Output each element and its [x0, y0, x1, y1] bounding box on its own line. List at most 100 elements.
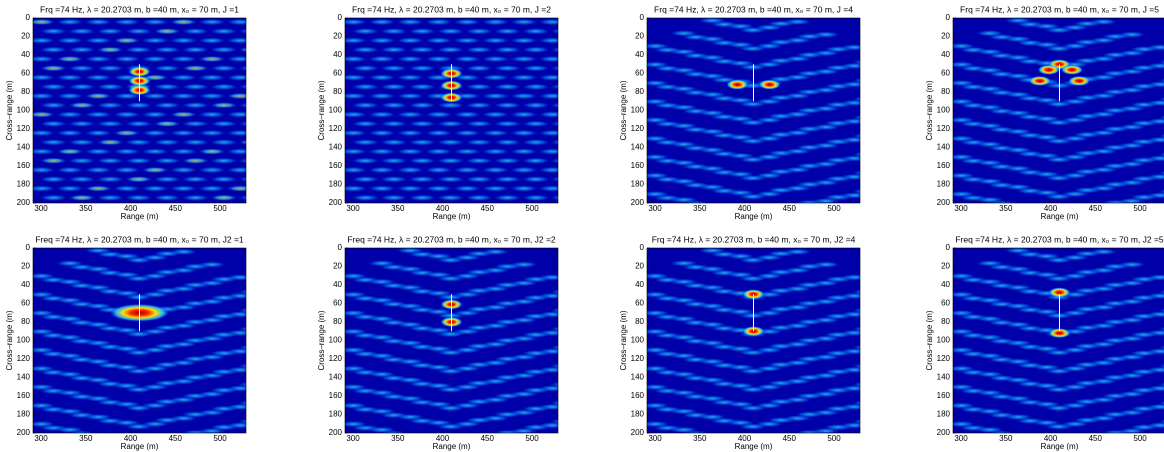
y-tick-label: 100 [17, 336, 31, 345]
y-tick-label: 0 [640, 13, 645, 22]
fringe [396, 185, 425, 192]
fringe [197, 18, 226, 26]
fringe [238, 46, 246, 53]
x-tick-label: 500 [1133, 204, 1147, 213]
fringe [351, 157, 380, 164]
fringe [436, 367, 465, 375]
fringe [509, 74, 538, 81]
fringe [1044, 174, 1073, 182]
fringe [1044, 423, 1073, 430]
y-tick-label: 20 [333, 262, 342, 271]
y-axis-label: Cross–range (m) [619, 80, 628, 140]
fringe [550, 176, 558, 183]
fringe [379, 120, 408, 127]
fringe [351, 102, 380, 109]
y-tick-label: 60 [941, 299, 950, 308]
fringe [55, 74, 84, 81]
fringe [1044, 256, 1073, 264]
fringe [1044, 404, 1073, 412]
y-tick-label: 120 [937, 124, 951, 133]
fringe [33, 111, 56, 118]
y-tick-label: 80 [21, 317, 30, 326]
fringe [141, 92, 170, 100]
fringe [408, 83, 437, 90]
fringe [112, 111, 141, 118]
y-tick-label: 100 [631, 106, 645, 115]
fringe [988, 430, 1016, 433]
fringe [96, 65, 125, 72]
fringe [226, 74, 246, 81]
y-tick-label: 160 [631, 391, 645, 400]
y-tick-label: 180 [937, 180, 951, 189]
chart-title: Frq =74 Hz, λ = 20.2703 m, b =40 m, x₀ =… [40, 4, 239, 14]
fringe [367, 92, 396, 100]
fringe [1044, 312, 1073, 319]
fringe [465, 28, 494, 35]
fringe [351, 65, 380, 72]
fringe [169, 55, 198, 63]
x-axis-label: Range (m) [433, 442, 471, 451]
fringe [436, 423, 465, 430]
x-tick-label: 450 [1089, 434, 1103, 443]
fringe [209, 176, 238, 183]
fringe [436, 275, 465, 282]
fringe [197, 148, 226, 155]
x-tick-label: 450 [169, 434, 183, 443]
fringe [169, 185, 198, 192]
fringe [169, 111, 198, 118]
y-tick-label: 200 [631, 198, 645, 207]
fringe [1044, 119, 1073, 126]
y-tick-label: 0 [26, 243, 31, 252]
fringe [226, 55, 246, 63]
peak [1037, 64, 1060, 75]
fringe [181, 102, 210, 109]
fringe [33, 129, 56, 137]
fringe [39, 194, 68, 201]
fringe [509, 18, 538, 26]
fringe [465, 176, 494, 183]
chart-title: Frq =74 Hz, λ = 20.2703 m, b =40 m, x₀ =… [960, 4, 1159, 14]
fringe [124, 120, 153, 127]
fringe [481, 148, 510, 155]
fringe [238, 65, 246, 72]
fringe [169, 74, 198, 81]
x-tick-label: 500 [827, 204, 841, 213]
y-tick-label: 200 [17, 198, 31, 207]
fringe [141, 148, 170, 155]
fringe [345, 37, 368, 44]
fringe [84, 185, 113, 192]
y-tick-label: 80 [21, 87, 30, 96]
plot-area [345, 18, 558, 203]
x-axis-label: Range (m) [735, 442, 773, 451]
fringe [396, 111, 425, 118]
fringe [238, 157, 246, 164]
fringe [396, 55, 425, 63]
fringe [367, 185, 396, 192]
fringe [738, 386, 767, 393]
fringe [396, 92, 425, 100]
fringe [538, 74, 558, 81]
fringe [465, 83, 494, 90]
x-tick-label: 500 [525, 204, 539, 213]
fringe [1044, 26, 1073, 34]
fringe [55, 185, 84, 192]
fringe [682, 430, 710, 433]
fringe [465, 102, 494, 109]
fringe [509, 37, 538, 44]
fringe [226, 148, 246, 155]
fringe [112, 55, 141, 63]
fringe [550, 157, 558, 164]
fringe [351, 83, 380, 90]
fringe [39, 83, 68, 90]
fringe [124, 46, 153, 53]
fringe [481, 92, 510, 100]
y-tick-label: 80 [941, 317, 950, 326]
fringe [367, 129, 396, 137]
fringe [493, 176, 522, 183]
fringe [1044, 82, 1073, 89]
y-tick-label: 100 [937, 106, 951, 115]
fringe [124, 102, 153, 109]
y-tick-label: 40 [941, 50, 950, 59]
heatmap-background [33, 18, 246, 203]
